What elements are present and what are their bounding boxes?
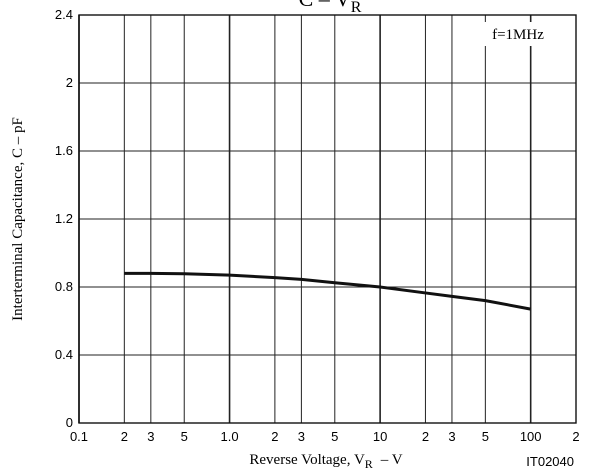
y-axis-label: Interterminal Capacitance, C – pF xyxy=(10,117,26,321)
x-axis-label: Reverse Voltage, VR – V xyxy=(249,452,402,470)
plot-frame xyxy=(78,14,577,424)
x-label-sub: R xyxy=(365,457,373,470)
x-tick-label: 2 xyxy=(422,429,429,444)
x-tick-label: 0.1 xyxy=(70,429,88,444)
y-tick-label: 1.6 xyxy=(55,143,73,158)
y-tick-label: 0 xyxy=(66,415,73,430)
line-series xyxy=(124,271,531,311)
x-tick-label: 2 xyxy=(271,429,278,444)
chart-title: C – VR xyxy=(299,0,362,16)
annotation: f=1MHz xyxy=(492,27,544,43)
y-tick-label: 1.2 xyxy=(55,211,73,226)
title-sub: R xyxy=(351,0,362,16)
x-tick-label: 5 xyxy=(331,429,338,444)
x-tick-label: 3 xyxy=(147,429,154,444)
y-tick-label: 0.4 xyxy=(55,347,73,362)
x-label-main: Reverse Voltage, V xyxy=(249,452,365,468)
figure-code: IT02040 xyxy=(526,454,574,469)
title-main: C – V xyxy=(299,0,351,11)
y-tick-label: 0.8 xyxy=(55,279,73,294)
x-tick-label: 5 xyxy=(482,429,489,444)
x-label-unit: – V xyxy=(380,452,403,468)
annotation-box xyxy=(471,22,566,46)
y-tick-label: 2 xyxy=(66,75,73,90)
x-tick-label: 10 xyxy=(373,429,387,444)
x-tick-label: 3 xyxy=(298,429,305,444)
y-tick-label: 2.4 xyxy=(55,7,73,22)
x-tick-label: 2 xyxy=(572,429,579,444)
x-tick-label: 3 xyxy=(448,429,455,444)
x-tick-label: 2 xyxy=(121,429,128,444)
x-tick-label: 100 xyxy=(520,429,542,444)
x-tick-label: 1.0 xyxy=(221,429,239,444)
x-tick-label: 5 xyxy=(181,429,188,444)
